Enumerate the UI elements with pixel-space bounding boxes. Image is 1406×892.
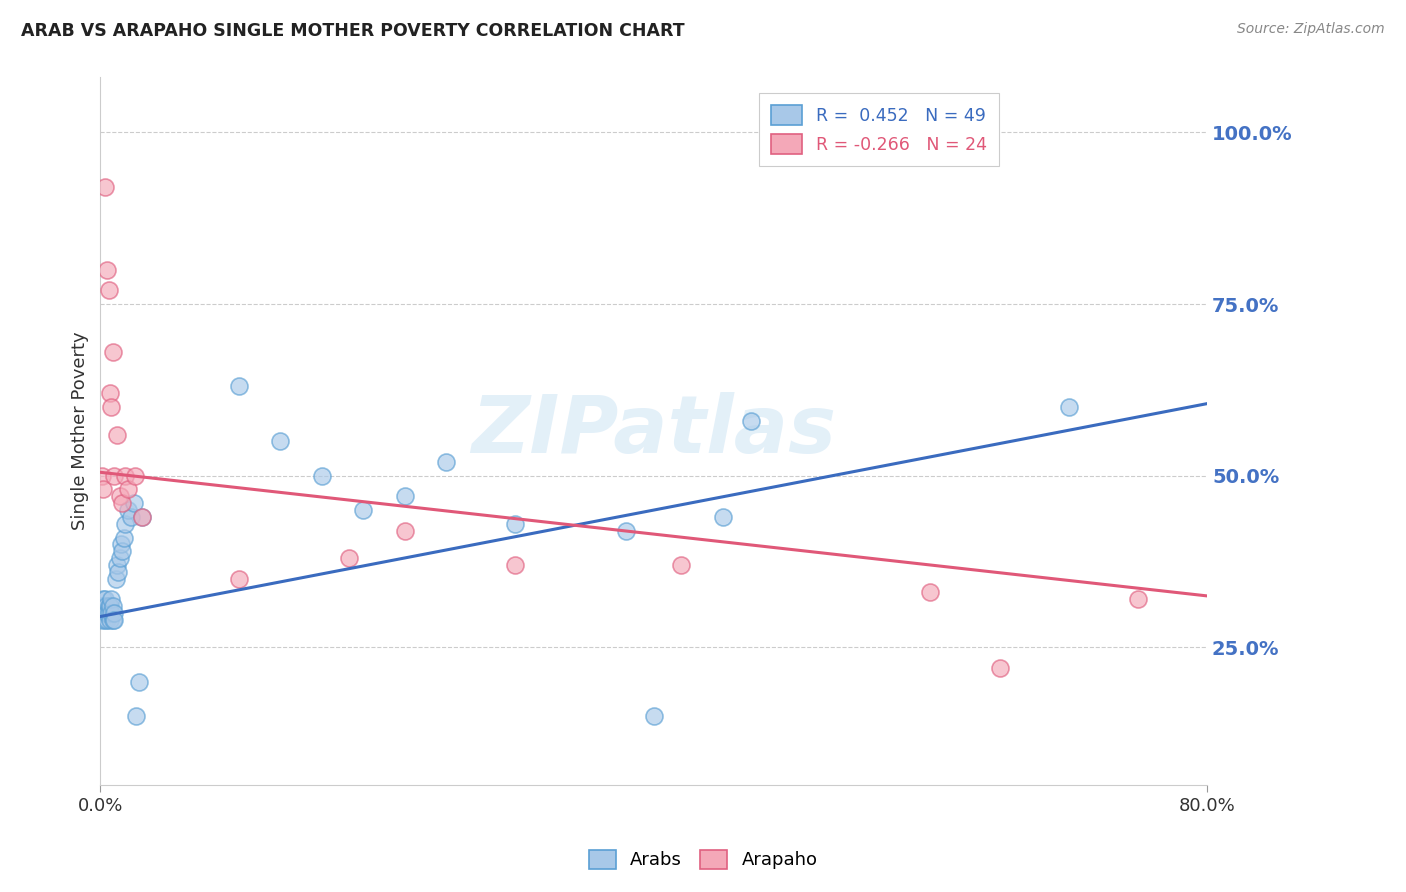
Point	[1057, 400, 1080, 414]
Text: ZIPatlas: ZIPatlas	[471, 392, 837, 470]
Point	[93, 180, 115, 194]
Point	[97, 599, 120, 614]
Point	[105, 427, 128, 442]
Point	[112, 531, 135, 545]
Point	[120, 510, 142, 524]
Point	[228, 379, 250, 393]
Point	[93, 613, 115, 627]
Point	[101, 599, 124, 614]
Point	[228, 572, 250, 586]
Point	[125, 709, 148, 723]
Point	[117, 503, 139, 517]
Point	[434, 455, 457, 469]
Point	[90, 599, 112, 614]
Point	[103, 606, 125, 620]
Point	[114, 468, 136, 483]
Point	[711, 510, 734, 524]
Point	[394, 489, 416, 503]
Point	[505, 558, 527, 572]
Point	[111, 544, 134, 558]
Point	[98, 386, 121, 401]
Point	[122, 496, 145, 510]
Point	[96, 606, 118, 620]
Point	[1126, 592, 1149, 607]
Point	[96, 613, 118, 627]
Point	[97, 283, 120, 297]
Point	[94, 606, 117, 620]
Point	[131, 510, 153, 524]
Point	[101, 345, 124, 359]
Point	[90, 606, 112, 620]
Legend: Arabs, Arapaho: Arabs, Arapaho	[579, 841, 827, 879]
Text: Source: ZipAtlas.com: Source: ZipAtlas.com	[1237, 22, 1385, 37]
Point	[269, 434, 291, 449]
Point	[91, 606, 114, 620]
Point	[505, 516, 527, 531]
Point	[107, 565, 129, 579]
Point	[90, 468, 112, 483]
Point	[108, 489, 131, 503]
Point	[920, 585, 942, 599]
Point	[311, 468, 333, 483]
Point	[98, 613, 121, 627]
Point	[104, 572, 127, 586]
Point	[93, 606, 115, 620]
Point	[740, 414, 762, 428]
Point	[101, 613, 124, 627]
Point	[131, 510, 153, 524]
Text: ARAB VS ARAPAHO SINGLE MOTHER POVERTY CORRELATION CHART: ARAB VS ARAPAHO SINGLE MOTHER POVERTY CO…	[21, 22, 685, 40]
Point	[671, 558, 693, 572]
Point	[111, 496, 134, 510]
Point	[103, 468, 125, 483]
Point	[100, 592, 122, 607]
Legend: R =  0.452   N = 49, R = -0.266   N = 24: R = 0.452 N = 49, R = -0.266 N = 24	[759, 93, 1000, 166]
Point	[93, 592, 115, 607]
Point	[352, 503, 374, 517]
Point	[91, 592, 114, 607]
Point	[988, 661, 1011, 675]
Y-axis label: Single Mother Poverty: Single Mother Poverty	[72, 332, 89, 531]
Point	[394, 524, 416, 538]
Point	[110, 537, 132, 551]
Point	[91, 483, 114, 497]
Point	[96, 262, 118, 277]
Point	[90, 613, 112, 627]
Point	[100, 606, 122, 620]
Point	[103, 613, 125, 627]
Point	[108, 551, 131, 566]
Point	[94, 599, 117, 614]
Point	[124, 468, 146, 483]
Point	[91, 599, 114, 614]
Point	[97, 606, 120, 620]
Point	[614, 524, 637, 538]
Point	[98, 599, 121, 614]
Point	[100, 400, 122, 414]
Point	[128, 674, 150, 689]
Point	[117, 483, 139, 497]
Point	[114, 516, 136, 531]
Point	[337, 551, 360, 566]
Point	[643, 709, 665, 723]
Point	[105, 558, 128, 572]
